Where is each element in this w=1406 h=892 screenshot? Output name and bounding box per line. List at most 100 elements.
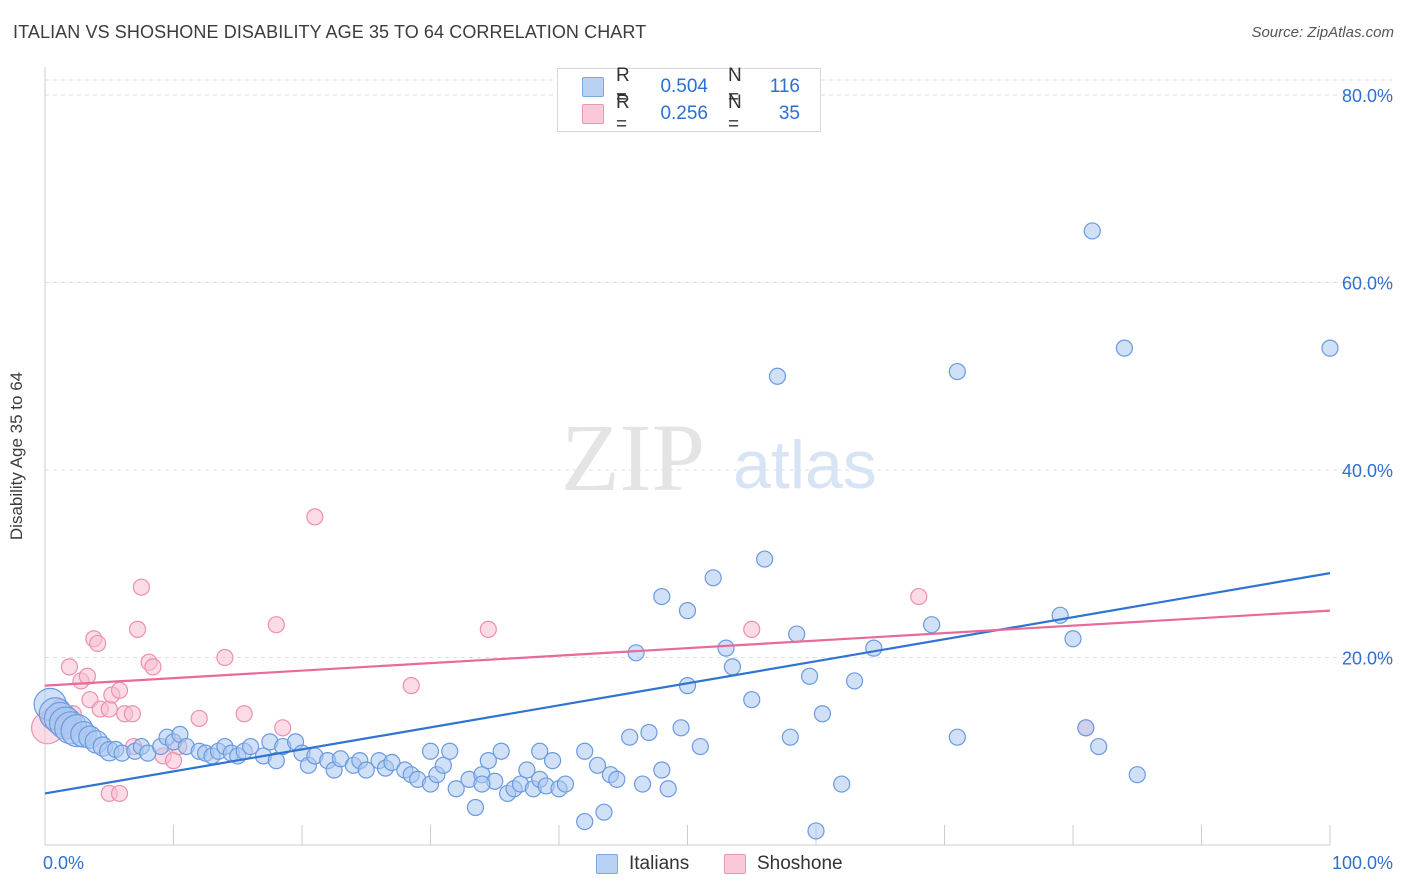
shoshone-point (910, 587, 928, 606)
italians-points (33, 222, 1339, 840)
italians-point (242, 737, 260, 756)
watermark-zip: ZIP (561, 404, 705, 511)
italians-point (691, 737, 709, 756)
italians-point (479, 752, 497, 770)
n-label: N = (728, 92, 742, 135)
italians-point (800, 667, 819, 685)
italians-point (640, 723, 658, 742)
italians-point (627, 644, 645, 662)
italians-point (1128, 766, 1146, 784)
italians-point (421, 742, 440, 760)
italians-point (845, 672, 864, 690)
legend-item-italians: Italians (596, 852, 689, 876)
italians-point (588, 756, 607, 774)
shoshone-point (267, 616, 285, 634)
watermark-atlas: atlas (733, 427, 877, 503)
shoshone-swatch (724, 854, 746, 874)
italians-point (1083, 222, 1101, 240)
shoshone-point (306, 508, 324, 526)
shoshone-label: Shoshone (757, 853, 843, 874)
n-value: 116 (769, 76, 800, 97)
n-label: N = (728, 65, 742, 108)
italians-point (948, 362, 966, 381)
italians-point (768, 367, 787, 385)
shoshone-point (110, 784, 129, 803)
italians-point (781, 728, 799, 746)
italians-point (576, 742, 594, 760)
shoshone-point (479, 620, 497, 638)
trend-lines (44, 572, 1331, 795)
shoshone-point (110, 681, 129, 699)
x-tick-label: 0.0% (43, 853, 84, 873)
italians-point (672, 719, 690, 737)
italians-point (1077, 719, 1095, 737)
r-value: 0.256 (660, 103, 708, 124)
shoshone-point (144, 658, 162, 676)
grid-lines (45, 79, 1392, 658)
legend-item-shoshone: Shoshone (724, 852, 843, 876)
italians-point (723, 658, 742, 676)
italians-point (608, 770, 626, 788)
italians-point (678, 602, 697, 620)
y-tick-label: 20.0% (1342, 649, 1393, 669)
italians-point (518, 761, 536, 779)
italians-point (531, 742, 549, 760)
italians-point (653, 761, 671, 779)
r-label: R = (616, 92, 630, 135)
chart-title: ITALIAN VS SHOSHONE DISABILITY AGE 35 TO… (13, 22, 647, 42)
italians-point (633, 775, 652, 793)
italians-swatch (596, 854, 618, 874)
shoshone-point (89, 634, 107, 653)
shoshone-point (402, 677, 420, 695)
y-axis-label: Disability Age 35 to 64 (7, 371, 26, 541)
italians-point (659, 780, 677, 798)
italians-point (717, 639, 735, 657)
italians-point (492, 742, 510, 760)
italians-point (473, 775, 491, 793)
x-tick-label: 100.0% (1332, 853, 1393, 873)
source-note: Source: ZipAtlas.com (1251, 24, 1394, 41)
italians-point (556, 775, 575, 793)
italians-point (1090, 737, 1108, 756)
shoshone-point (100, 700, 118, 718)
shoshone-point (235, 705, 253, 723)
italians-point (383, 753, 401, 772)
italians-point (813, 705, 832, 723)
italians-point (466, 798, 485, 817)
italians-swatch (582, 77, 604, 97)
shoshone-point (274, 719, 292, 737)
y-tick-label: 60.0% (1342, 274, 1393, 294)
italians-point (807, 822, 825, 840)
n-value: 35 (778, 103, 800, 124)
italians-point (1115, 339, 1134, 357)
italians-point (267, 752, 285, 770)
shoshone-point (743, 620, 761, 638)
tick-labels: 20.0% 40.0% 60.0% 80.0% 0.0% 100.0% (43, 86, 1393, 873)
legend-row-italians: R = 0.504 N = 116 (582, 65, 800, 108)
legend-row-shoshone: R = 0.256 N = 35 (582, 92, 800, 135)
italians-point (441, 742, 459, 760)
shoshone-swatch (582, 104, 604, 124)
r-label: R = (616, 65, 630, 108)
shoshone-trend-line (44, 609, 1331, 687)
italians-point (948, 728, 966, 746)
italians-label: Italians (629, 853, 690, 874)
watermark: ZIP atlas (561, 404, 877, 511)
italians-point (1321, 339, 1339, 357)
italians-point (833, 775, 851, 793)
italians-point (447, 780, 465, 798)
italians-point (1064, 630, 1082, 648)
shoshone-point (216, 648, 234, 667)
italians-point (923, 616, 941, 634)
italians-point (595, 803, 613, 821)
shoshone-point (60, 658, 79, 676)
italians-point (788, 625, 806, 643)
shoshone-point (123, 705, 141, 723)
italians-point (653, 587, 671, 606)
stats-legend: R = 0.504 N = 116 R = 0.256 N = 35 (557, 65, 821, 135)
italians-point (865, 639, 883, 657)
shoshone-point (132, 578, 150, 596)
italians-point (576, 812, 594, 831)
italians-point (621, 728, 639, 746)
